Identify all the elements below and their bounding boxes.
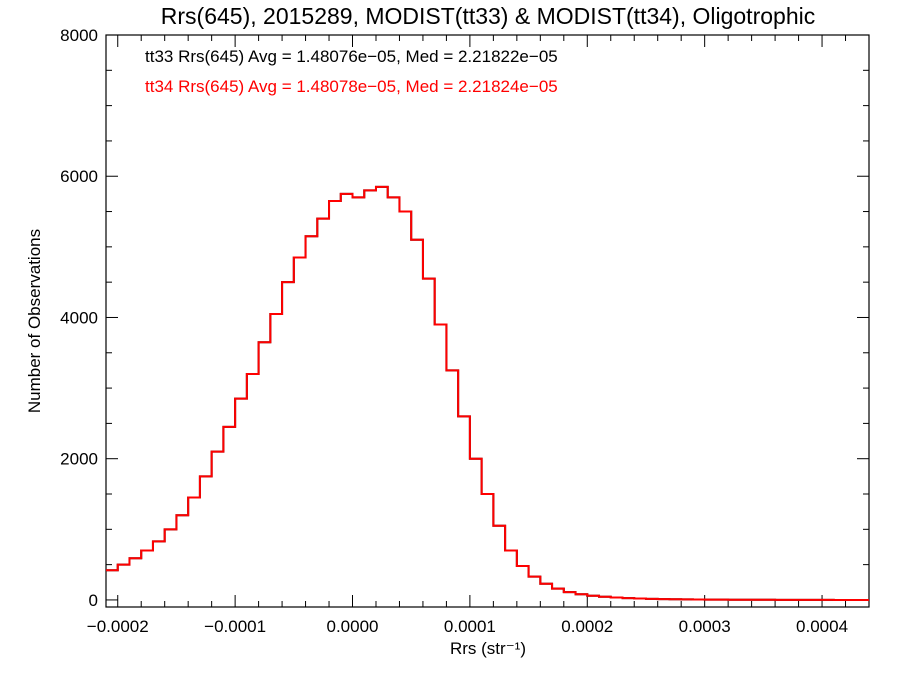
x-tick-label: −0.0001 (204, 617, 266, 636)
y-tick-label: 2000 (60, 450, 98, 469)
y-tick-label: 0 (89, 591, 98, 610)
series-layer (106, 185, 869, 601)
y-tick-label: 4000 (60, 308, 98, 327)
x-tick-label: 0.0003 (679, 617, 731, 636)
y-axis-label: Number of Observations (25, 229, 44, 413)
x-tick-label: 0.0000 (327, 617, 379, 636)
annotation-tt34: tt34 Rrs(645) Avg = 1.48078e−05, Med = 2… (145, 77, 558, 96)
chart-title: Rrs(645), 2015289, MODIST(tt33) & MODIST… (161, 3, 815, 29)
x-tick-label: 0.0004 (796, 617, 848, 636)
x-tick-label: 0.0001 (444, 617, 496, 636)
plot-frame (105, 34, 870, 608)
histogram-series-0 (106, 185, 869, 601)
plot-border (105, 34, 870, 608)
histogram-series-1 (106, 185, 869, 601)
y-tick-label: 8000 (60, 26, 98, 45)
x-axis-label: Rrs (str⁻¹) (450, 639, 526, 658)
y-tick-label: 6000 (60, 167, 98, 186)
annotation-tt33: tt33 Rrs(645) Avg = 1.48076e−05, Med = 2… (145, 47, 558, 66)
y-axis: 0 2000 4000 6000 8000 (60, 26, 869, 610)
x-tick-label: 0.0002 (561, 617, 613, 636)
x-tick-label: −0.0002 (87, 617, 149, 636)
x-axis: −0.0002 −0.0001 0.0000 0.0001 0.0002 0.0003 0.… (87, 35, 870, 636)
